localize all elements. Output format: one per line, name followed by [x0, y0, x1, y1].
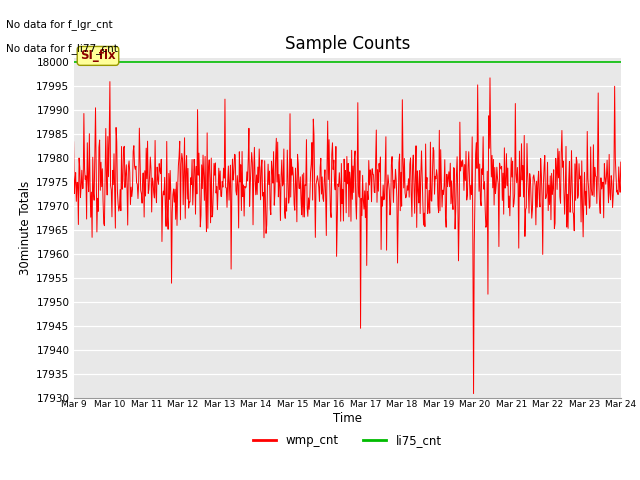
Text: No data for f_li77_cnt: No data for f_li77_cnt: [6, 43, 118, 54]
X-axis label: Time: Time: [333, 411, 362, 425]
Text: No data for f_lgr_cnt: No data for f_lgr_cnt: [6, 19, 113, 30]
Title: Sample Counts: Sample Counts: [285, 35, 410, 53]
Y-axis label: 30minute Totals: 30minute Totals: [19, 181, 32, 275]
Legend: wmp_cnt, li75_cnt: wmp_cnt, li75_cnt: [248, 430, 447, 452]
Text: SI_flx: SI_flx: [80, 49, 116, 62]
